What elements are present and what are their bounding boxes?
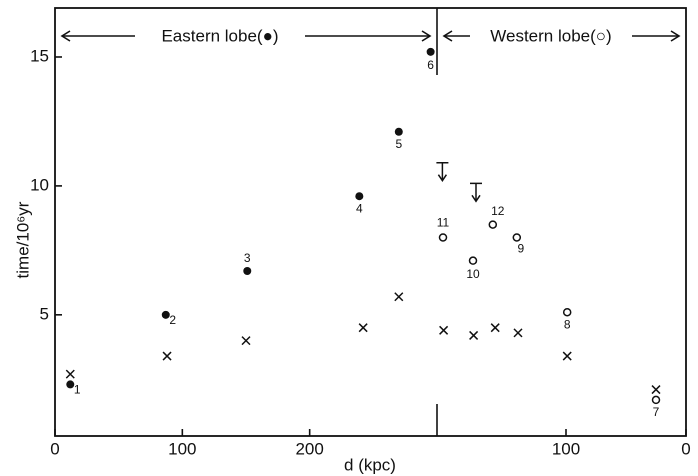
point-label: 11 — [437, 216, 450, 230]
point-open — [562, 307, 572, 317]
point-filled — [66, 380, 75, 389]
upper-limit — [436, 161, 449, 183]
point-cross — [439, 325, 449, 335]
point-filled — [355, 192, 364, 201]
point-cross — [490, 323, 500, 333]
x-tick-label: 100 — [552, 439, 580, 458]
x-axis-label: d (kpc) — [344, 455, 396, 474]
point-open — [468, 256, 478, 265]
point-label: 9 — [517, 242, 524, 256]
header-left: Eastern lobe(●) — [161, 26, 278, 45]
point-filled — [394, 127, 403, 136]
point-open — [512, 233, 522, 242]
point-label: 12 — [491, 204, 505, 218]
point-cross — [65, 369, 75, 379]
point-cross — [651, 385, 661, 395]
point-label: 2 — [169, 313, 176, 327]
point-open — [651, 395, 661, 405]
point-cross — [562, 351, 572, 361]
point-label: 10 — [466, 267, 480, 281]
x-tick-label: 0 — [681, 439, 690, 458]
point-open — [488, 220, 498, 229]
point-filled — [161, 310, 170, 319]
point-open — [438, 233, 448, 242]
point-label: 8 — [564, 317, 571, 331]
plot-frame — [54, 7, 687, 437]
x-tick-label: 100 — [168, 439, 196, 458]
point-label: 3 — [244, 251, 251, 265]
point-cross — [241, 336, 251, 346]
point-cross — [162, 351, 172, 361]
point-cross — [394, 292, 404, 302]
y-tick-label: 10 — [30, 175, 49, 194]
y-axis-label: time/10⁶yr — [13, 201, 32, 278]
y-tick-label: 15 — [30, 46, 49, 65]
header-right: Western lobe(○) — [490, 26, 611, 45]
y-tick-label: 5 — [40, 304, 49, 323]
point-label: 6 — [427, 58, 434, 72]
point-cross — [358, 323, 368, 333]
point-label: 1 — [74, 383, 81, 397]
point-cross — [513, 328, 523, 338]
point-label: 4 — [356, 201, 363, 215]
x-tick-label: 0 — [50, 439, 59, 458]
point-label: 5 — [395, 137, 402, 151]
point-label: 7 — [653, 405, 660, 419]
point-cross — [469, 330, 479, 340]
point-filled — [243, 266, 252, 275]
header-arrows — [60, 30, 681, 42]
upper-limit — [470, 182, 482, 203]
x-tick-label: 200 — [295, 439, 323, 458]
point-filled — [426, 47, 435, 56]
